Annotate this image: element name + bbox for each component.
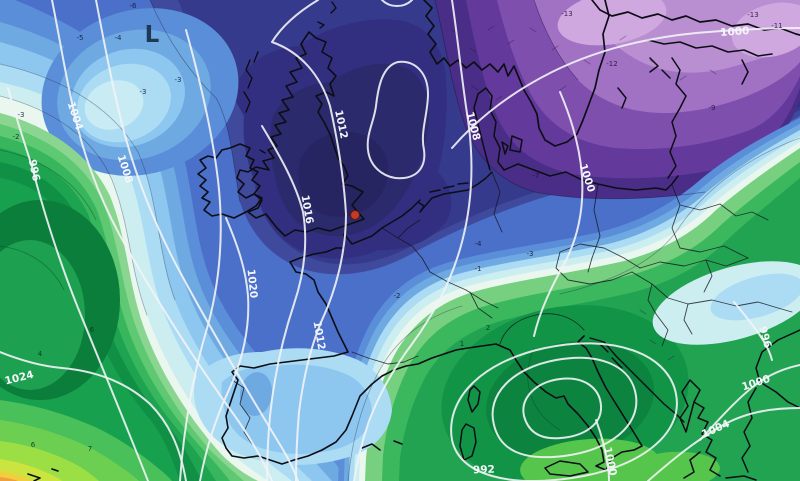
temp-label: -1: [475, 265, 482, 273]
terrain-marks: [451, 25, 717, 361]
isobar-1000-italy: [595, 419, 610, 481]
coastline-denmark: [473, 87, 523, 171]
isobar-1004-balkan: [647, 407, 800, 481]
isobar-label: 1012: [332, 109, 350, 140]
temp-contours: [559, 137, 800, 295]
temp-label: -5: [77, 34, 84, 42]
temp-label: -4: [475, 240, 483, 248]
border-poland-east: [671, 184, 769, 259]
low-pressure-marker: L: [145, 22, 160, 48]
temp-label: 6: [90, 326, 95, 334]
temp-label: -2: [13, 133, 20, 141]
region-italy-dark-2: [485, 340, 655, 460]
temp-contours: [149, 0, 241, 203]
isobar-996-balkan: [733, 301, 773, 361]
border-portugal: [231, 379, 253, 445]
temp-label: 1: [460, 340, 464, 348]
isobar-1000-balkan: [699, 364, 800, 441]
isobar-1000-north: [451, 27, 800, 149]
temp-label: -13: [747, 11, 758, 19]
border-alps: [429, 271, 585, 345]
temp-contours: [0, 245, 65, 291]
temp-contours: [347, 305, 463, 481]
temp-label: -4: [115, 34, 123, 42]
isobar-unlabeled-west: [179, 29, 222, 481]
border-central-europe: [555, 243, 641, 285]
temp-label: -3: [140, 88, 147, 96]
region-orange-corner: [0, 477, 18, 481]
isobar-1000-east: [533, 91, 584, 337]
border-danube: [631, 271, 793, 313]
temp-contours: [0, 95, 148, 316]
isobar-label: 1000: [720, 25, 750, 39]
low-blob-5: [84, 80, 144, 130]
temp-label: 2: [486, 324, 490, 332]
temp-labels: -6 -5 -4 -3 -3 -3 -2 -13 -13 -11 -12 -9 -7 -4 -3 -1 -2 1 2…: [13, 2, 783, 453]
location-marker[interactable]: [350, 210, 360, 220]
isobar-992-ring-mid: [491, 356, 638, 459]
isobar-label: 1012: [311, 320, 328, 351]
temp-label: -3: [527, 250, 534, 258]
temp-label: -6: [130, 2, 138, 10]
markers: L: [145, 22, 360, 220]
isobar-label: 1000: [601, 446, 619, 477]
coastline-scandinavia: [423, 0, 610, 147]
temp-label: -2: [394, 292, 401, 300]
borders: [231, 171, 793, 445]
isobar-label: 996: [26, 158, 42, 182]
temp-contours: [0, 149, 97, 221]
temp-contours: [0, 63, 176, 301]
terrain-marks: [451, 25, 717, 361]
coastline-greece-aegean: [679, 329, 800, 481]
temp-label: 4: [38, 350, 43, 358]
isobar-top-loop: [381, 0, 413, 7]
isobar-1012-uk: [271, 0, 347, 481]
border-pyrenees: [351, 351, 419, 365]
isobar-1008-west: [95, 0, 299, 481]
temp-label: -11: [771, 22, 782, 30]
isobar-1020: [199, 217, 250, 481]
isobar-label: 996: [756, 325, 773, 349]
temp-label: 7: [88, 445, 92, 453]
coastline-hebrides: [243, 1, 337, 154]
region-purple-pale-1: [557, 0, 667, 46]
isobar-992-ring-inner: [522, 377, 603, 440]
isobar-996-west: [7, 87, 149, 481]
border-balkans: [639, 257, 749, 347]
temp-label: -13: [561, 10, 572, 18]
isobar-1016: [261, 125, 307, 481]
coastline-atlantic-islets: [27, 468, 59, 481]
coastline-estonia-latvia: [617, 39, 773, 179]
isobar-label: 1020: [244, 269, 259, 299]
isobar-1004-west: [51, 0, 273, 481]
region-spain-core: [239, 372, 273, 416]
isobar-label: 1016: [299, 194, 316, 225]
temp-contours: [533, 0, 579, 81]
temp-label: -3: [175, 76, 182, 84]
coastline-islands-med: [361, 385, 589, 477]
temp-label: -9: [709, 104, 716, 112]
isobar-north-sea-loop: [366, 60, 429, 180]
isobar-1008-denmark: [353, 0, 473, 481]
coastline-adriatic-east: [589, 337, 685, 423]
coastline-great-britain: [236, 31, 365, 237]
temp-label: -12: [606, 60, 617, 68]
temp-label: -7: [533, 172, 540, 180]
temp-label: -3: [18, 111, 25, 119]
isobar-label: 992: [473, 464, 495, 477]
coastlines: [27, 0, 800, 481]
coastline-ireland: [197, 143, 263, 219]
region-green-mid-blob: [0, 240, 85, 390]
border-france-germany: [381, 219, 431, 273]
temp-label: 6: [31, 441, 36, 449]
coastline-france-iberia-italy: [221, 227, 643, 471]
region-purple-pale-2: [731, 2, 800, 58]
isobar-1024: [0, 351, 187, 481]
coastline-lowlands-germany: [381, 171, 493, 229]
region-core-darkest: [298, 132, 389, 217]
